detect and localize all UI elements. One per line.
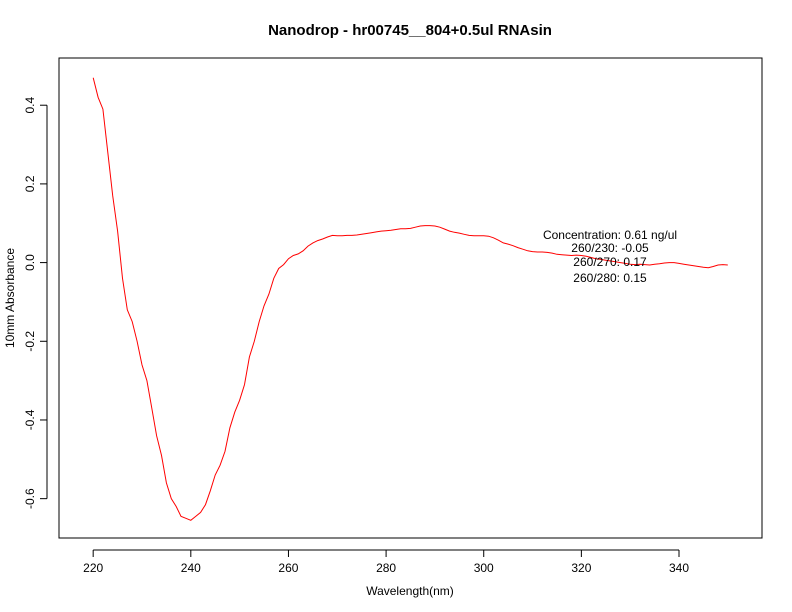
x-axis-label: Wavelength(nm) (366, 584, 454, 598)
y-axis-label: 10mm Absorbance (3, 248, 17, 348)
ratio-260-280-annotation: 260/280: 0.15 (573, 271, 647, 285)
x-tick-label: 340 (669, 561, 689, 575)
chart-title: Nanodrop - hr00745__804+0.5ul RNAsin (268, 22, 552, 39)
ratio-260-230-annotation: 260/230: -0.05 (571, 241, 649, 255)
x-tick-label: 300 (474, 561, 494, 575)
plot-frame (58, 57, 763, 539)
concentration-annotation: Concentration: 0.61 ng/ul (543, 228, 677, 242)
y-axis: -0.6 -0.4 -0.2 0.0 0.2 0.4 (23, 97, 48, 509)
x-axis: 220 240 260 280 300 320 340 (83, 549, 689, 575)
y-tick-label: -0.4 (23, 409, 37, 430)
y-tick-label: -0.6 (23, 488, 37, 509)
ratio-annotation: Concentration: 0.61 ng/ul 260/230: -0.05… (543, 228, 677, 285)
x-tick-label: 280 (376, 561, 396, 575)
y-tick-label: 0.0 (23, 254, 37, 271)
x-tick-label: 220 (83, 561, 103, 575)
y-tick-label: 0.2 (23, 175, 37, 192)
y-tick-label: -0.2 (23, 331, 37, 352)
x-tick-label: 320 (571, 561, 591, 575)
x-tick-label: 260 (278, 561, 298, 575)
ratio-260-270-annotation: 260/270: 0.17 (573, 255, 647, 269)
y-tick-label: 0.4 (23, 97, 37, 114)
absorbance-line (92, 77, 728, 521)
x-tick-label: 240 (181, 561, 201, 575)
